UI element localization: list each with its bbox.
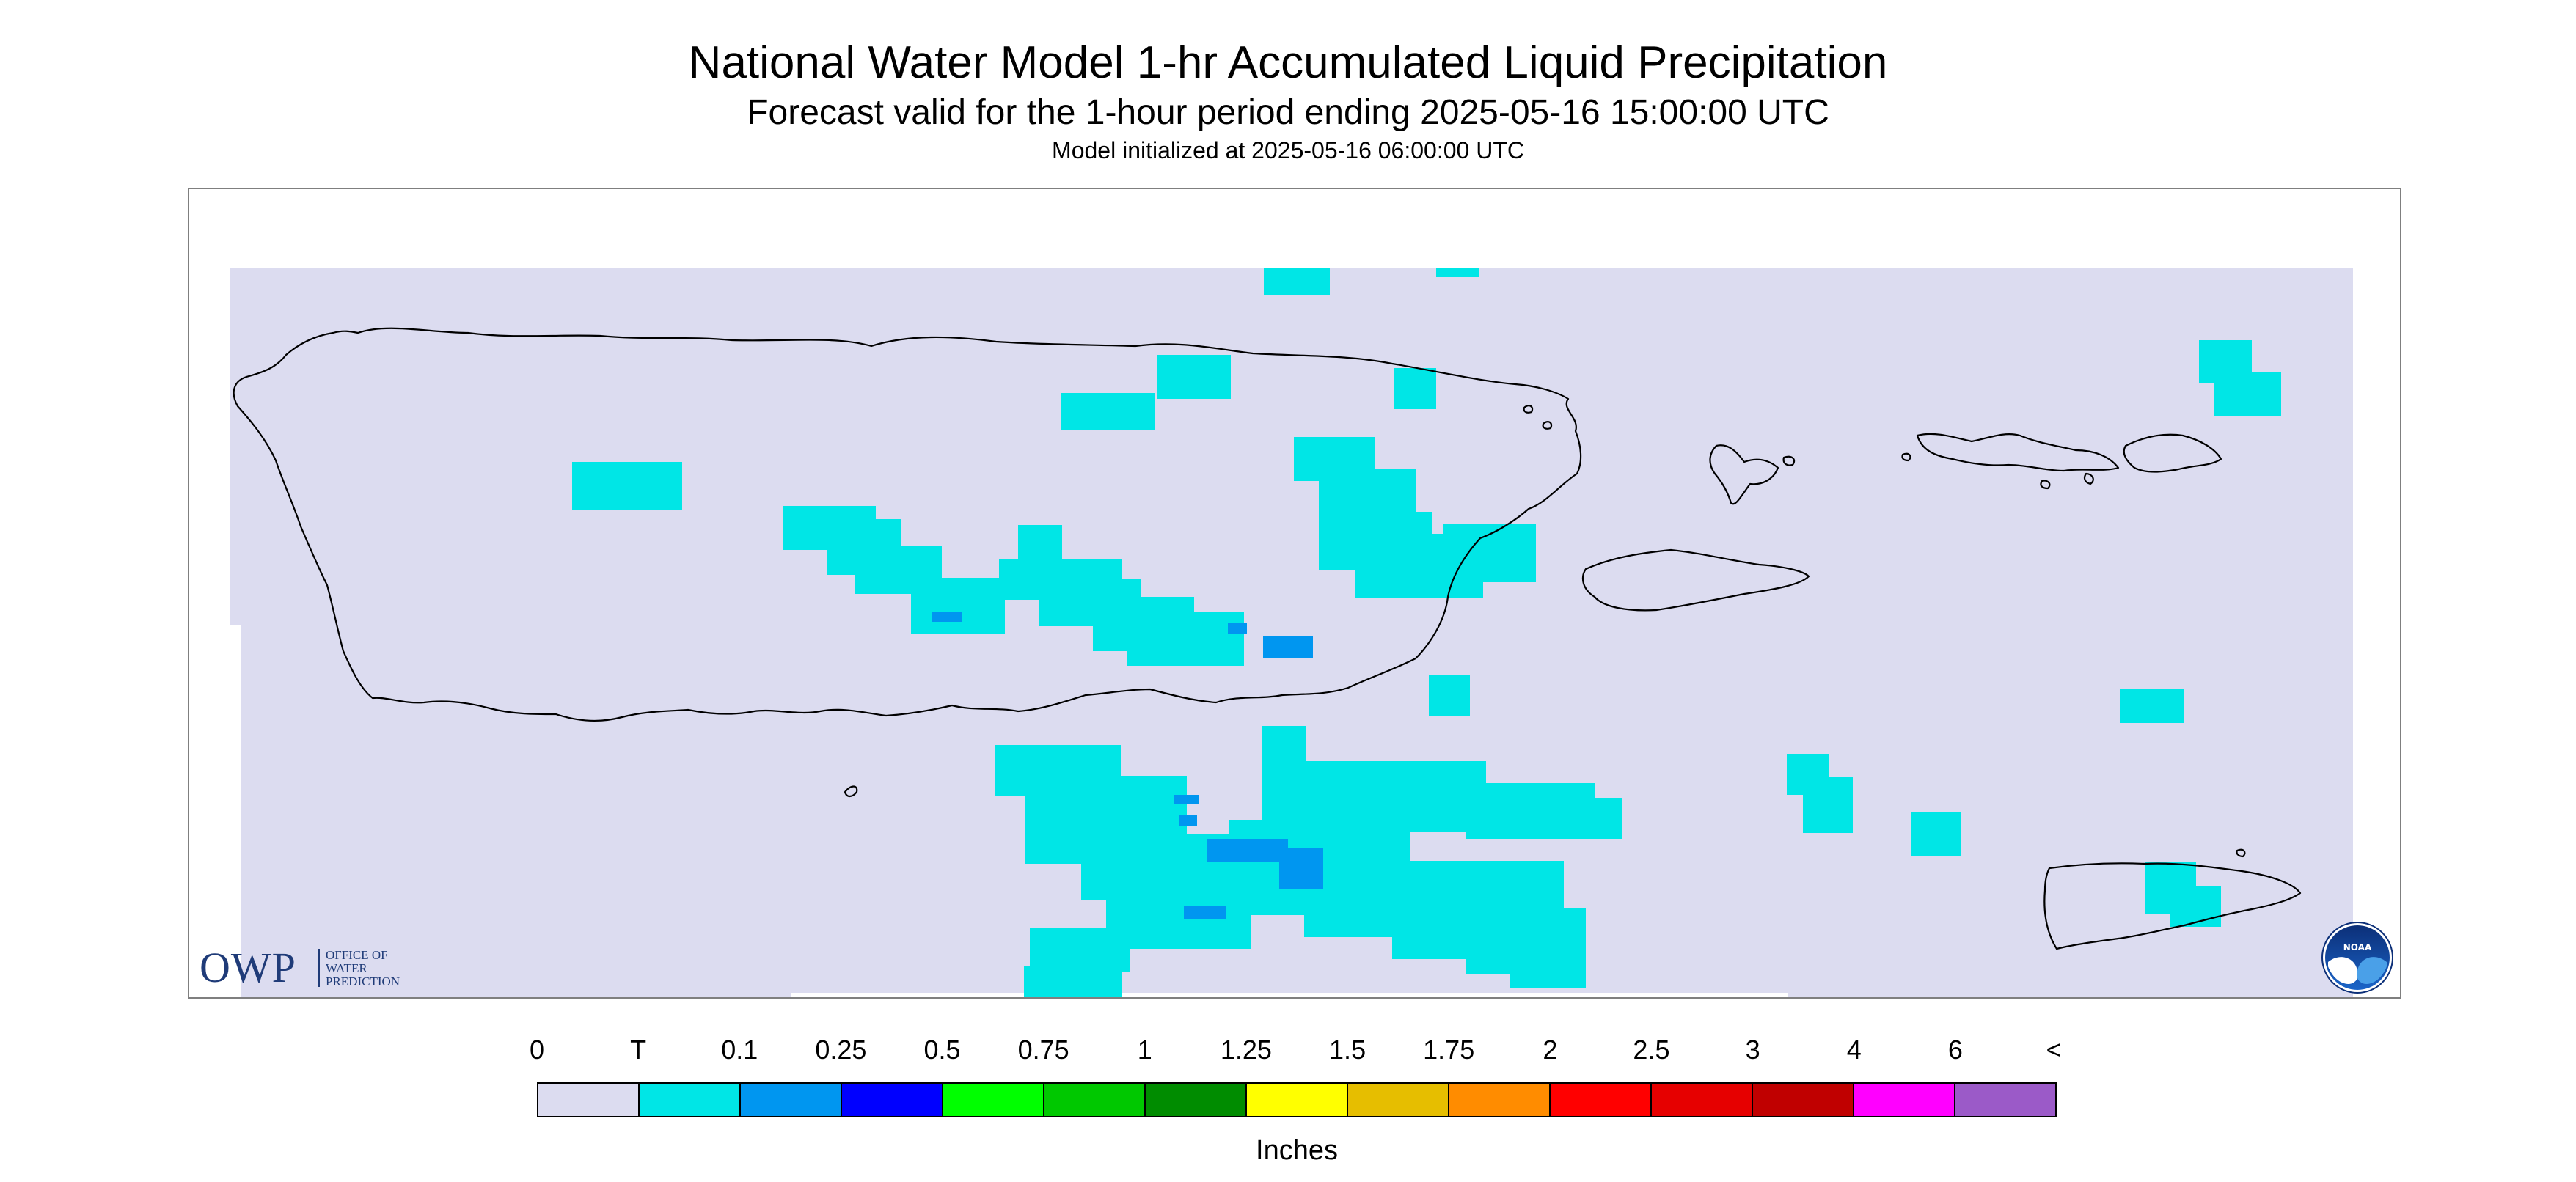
coast-st-thomas xyxy=(1916,433,2120,472)
precip-0-1-areas xyxy=(932,612,1323,919)
legend-label: T xyxy=(630,1035,647,1065)
noaa-logo-text: NOAA xyxy=(2343,942,2372,952)
legend-color-swatch xyxy=(943,1084,1044,1116)
legend-color-swatch xyxy=(1348,1084,1449,1116)
legend-color-swatch xyxy=(741,1084,842,1116)
legend-label: 2.5 xyxy=(1633,1035,1670,1065)
coast-small-cay-1 xyxy=(1901,452,1911,462)
model-init-time: Model initialized at 2025-05-16 06:00:00… xyxy=(1052,137,1524,164)
coast-small-cay-3 xyxy=(2040,480,2051,490)
legend-color-swatch xyxy=(1955,1084,2055,1116)
legend-color-swatch xyxy=(842,1084,943,1116)
legend-label: 0.5 xyxy=(923,1035,961,1065)
legend-color-swatch xyxy=(1247,1084,1348,1116)
legend-color-swatch xyxy=(1551,1084,1652,1116)
legend-labels: 0 T 0.1 0.25 0.5 0.75 1 1.25 1.5 1.75 2 2.5 3 4 6 < xyxy=(530,1027,2062,1065)
coast-islet-a xyxy=(1523,405,1534,414)
coast-islet-b xyxy=(1542,421,1553,430)
owp-logo: OWP Office of Water Prediction xyxy=(200,941,434,993)
grid-gap-left xyxy=(230,268,241,625)
legend-label: 0.1 xyxy=(721,1035,758,1065)
owp-logo-text-line3: Prediction xyxy=(326,974,400,988)
grid-gap-bottom xyxy=(791,993,1788,997)
precip-trace-areas xyxy=(572,268,2281,997)
owp-logo-text-line1: Office of xyxy=(326,948,388,962)
legend-label: 0.75 xyxy=(1017,1035,1069,1065)
coast-culebra xyxy=(1709,444,1779,505)
noaa-logo-icon: NOAA xyxy=(2321,922,2393,994)
legend-label: 1.5 xyxy=(1329,1035,1366,1065)
legend-label: 1.25 xyxy=(1220,1035,1272,1065)
legend-color-bar xyxy=(537,1082,2057,1117)
legend-color-swatch xyxy=(538,1084,640,1116)
legend-label: 2 xyxy=(1543,1035,1558,1065)
map-subtitle: Forecast valid for the 1-hour period end… xyxy=(747,93,1829,132)
coastlines xyxy=(233,327,2302,950)
legend-label: 4 xyxy=(1846,1035,1862,1065)
legend-color-swatch xyxy=(1854,1084,1955,1116)
legend-color-swatch xyxy=(1753,1084,1854,1116)
coast-islet-c xyxy=(2236,848,2246,858)
legend-label: 0 xyxy=(529,1035,545,1065)
legend-units: Inches xyxy=(1256,1135,1338,1166)
legend-label: 1.75 xyxy=(1423,1035,1475,1065)
legend-color-swatch xyxy=(1044,1084,1146,1116)
coast-caja-de-muertos xyxy=(844,785,858,798)
owp-logo-mark: OWP xyxy=(200,944,296,991)
coast-small-cay-2 xyxy=(2083,472,2094,485)
map-canvas xyxy=(230,268,2353,997)
owp-logo-divider xyxy=(318,949,320,987)
legend-label: 6 xyxy=(1947,1035,1963,1065)
legend-label: 0.25 xyxy=(815,1035,867,1065)
noaa-logo: NOAA xyxy=(2321,921,2394,994)
legend-label: 1 xyxy=(1137,1035,1152,1065)
legend-color-swatch xyxy=(640,1084,741,1116)
precip-legend: 0 T 0.1 0.25 0.5 0.75 1 1.25 1.5 1.75 2 2.5 3 4 6 < Inc… xyxy=(530,1027,2062,1167)
precipitation-map[interactable] xyxy=(188,188,2401,999)
legend-label: 3 xyxy=(1745,1035,1760,1065)
coast-st-croix xyxy=(2043,862,2302,950)
coast-vieques xyxy=(1581,548,1810,612)
coast-st-john xyxy=(2123,433,2222,473)
coast-puerto-rico xyxy=(233,327,1582,722)
owp-logo-text-line2: Water xyxy=(326,961,367,975)
legend-color-swatch xyxy=(1146,1084,1247,1116)
legend-color-swatch xyxy=(1449,1084,1551,1116)
legend-label: < xyxy=(2046,1035,2062,1065)
coast-culebra-cay xyxy=(1782,455,1796,466)
map-title: National Water Model 1-hr Accumulated Li… xyxy=(688,37,1888,88)
owp-logo-text: Office of Water Prediction xyxy=(326,949,400,988)
legend-color-swatch xyxy=(1652,1084,1753,1116)
